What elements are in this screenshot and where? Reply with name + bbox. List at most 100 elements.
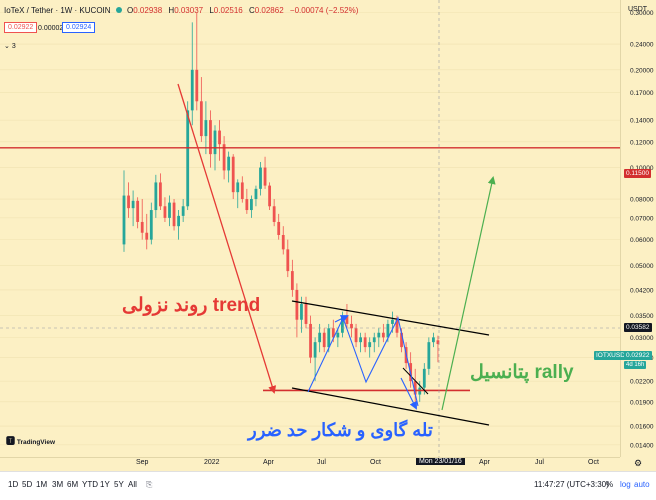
candle-body bbox=[254, 188, 258, 200]
candle-body bbox=[422, 368, 426, 388]
candle-body bbox=[295, 289, 299, 320]
range-ytd[interactable]: YTD bbox=[82, 480, 98, 489]
indicators-toggle[interactable]: ⌄ 3 bbox=[4, 42, 16, 50]
candle-body bbox=[263, 167, 267, 186]
candle-body bbox=[250, 199, 253, 211]
candle-body bbox=[286, 249, 290, 272]
candle-body bbox=[149, 210, 153, 240]
range-5y[interactable]: 5Y bbox=[114, 480, 124, 489]
crosshair-price-tag: 0.03582 bbox=[624, 323, 652, 332]
candle-body bbox=[177, 215, 180, 227]
sell-button[interactable]: 0.02922 bbox=[4, 22, 38, 33]
currency-label[interactable]: USDT bbox=[628, 6, 648, 13]
candle-body bbox=[290, 271, 294, 290]
pattern-zigzag bbox=[307, 316, 419, 407]
candle-body bbox=[227, 156, 231, 171]
range-all[interactable]: All bbox=[128, 480, 137, 489]
percent-toggle[interactable]: % bbox=[606, 480, 614, 489]
candle-body bbox=[213, 130, 217, 155]
tradingview-text: TradingView bbox=[16, 439, 55, 446]
candle-body bbox=[268, 185, 271, 207]
time-tick-oct: Oct bbox=[370, 459, 381, 466]
indicators-count: 3 bbox=[11, 43, 16, 50]
candle-body bbox=[322, 332, 326, 348]
candle-body bbox=[354, 328, 358, 343]
candle-body bbox=[436, 340, 440, 345]
range-3m[interactable]: 3M bbox=[52, 480, 64, 489]
candle-body bbox=[272, 206, 276, 222]
buy-button[interactable]: 0.02924 bbox=[62, 22, 96, 33]
ohlc-open: 0.02938 bbox=[133, 6, 163, 15]
time-tick-2022: 2022 bbox=[204, 459, 220, 466]
spread-value: 0.00002 bbox=[38, 25, 64, 32]
tradingview-icon: 🆃 bbox=[6, 436, 16, 446]
candle-body bbox=[427, 342, 431, 369]
candle-body bbox=[163, 206, 167, 218]
candle-body bbox=[381, 332, 385, 338]
ohlc-change: −0.00074 (−2.52%) bbox=[289, 6, 359, 15]
candle-body bbox=[181, 206, 185, 216]
candle-body bbox=[145, 232, 149, 240]
candle-body bbox=[236, 182, 240, 193]
candle-body bbox=[368, 342, 372, 348]
log-toggle[interactable]: log bbox=[620, 480, 631, 489]
candle-body bbox=[122, 195, 126, 245]
candle-body bbox=[304, 304, 308, 324]
candle-body bbox=[136, 200, 140, 222]
candle-body bbox=[341, 315, 344, 333]
price-axis[interactable] bbox=[620, 0, 656, 457]
symbol-name: IoTeX / Tether · 1W · KUCOIN bbox=[4, 6, 111, 15]
time-tick-jul-2: Jul bbox=[535, 459, 544, 466]
channel-upper-line bbox=[291, 300, 490, 336]
candle-body bbox=[209, 120, 212, 155]
candle-body bbox=[140, 221, 144, 233]
candle-body bbox=[195, 69, 199, 102]
range-5d[interactable]: 5D bbox=[22, 480, 33, 489]
candle-body bbox=[131, 200, 135, 209]
date-range-calendar-icon[interactable]: ⎘ bbox=[146, 480, 153, 489]
time-tick-sep: Sep bbox=[136, 459, 149, 466]
candle-body bbox=[363, 337, 367, 348]
clock-time[interactable]: 11:47:27 (UTC+3:30) bbox=[534, 480, 609, 489]
candle-body bbox=[218, 130, 221, 145]
candle-body bbox=[336, 332, 340, 338]
last-price-tag: 0.02922 bbox=[624, 351, 652, 360]
range-1y[interactable]: 1Y bbox=[100, 480, 110, 489]
candlestick-plot bbox=[0, 0, 620, 457]
candle-body bbox=[391, 319, 394, 324]
bottom-toolbar: 1D 5D 1M 3M 6M YTD 1Y 5Y All ⎘ 11:47:27 … bbox=[0, 471, 656, 500]
time-axis[interactable] bbox=[0, 457, 620, 472]
candle-body bbox=[222, 144, 226, 171]
time-tick-apr-2: Apr bbox=[479, 459, 490, 466]
rally-arrow bbox=[441, 176, 496, 411]
candle-body bbox=[172, 202, 176, 227]
ohlc-low-label: L bbox=[209, 6, 214, 15]
range-6m[interactable]: 6M bbox=[67, 480, 79, 489]
symbol-title[interactable]: IoTeX / Tether · 1W · KUCOIN O0.02938 H0… bbox=[4, 6, 358, 15]
candle-body bbox=[359, 337, 362, 343]
candle-body bbox=[199, 101, 203, 137]
candle-body bbox=[240, 182, 244, 200]
tradingview-logo[interactable]: 🆃 TradingView bbox=[6, 434, 55, 447]
channel-inner-line bbox=[402, 367, 429, 395]
candle-body bbox=[313, 342, 317, 358]
bar-countdown-tag: 4d 16h bbox=[624, 361, 647, 369]
time-tick-apr: Apr bbox=[263, 459, 274, 466]
range-1d[interactable]: 1D bbox=[8, 480, 19, 489]
range-1m[interactable]: 1M bbox=[36, 480, 48, 489]
ohlc-close: 0.02862 bbox=[254, 6, 284, 15]
ohlc-high-label: H bbox=[168, 6, 175, 15]
settings-gear-icon[interactable]: ⚙ bbox=[634, 458, 643, 468]
candle-body bbox=[300, 304, 303, 320]
candle-body bbox=[413, 381, 417, 395]
candle-body bbox=[281, 234, 285, 250]
candle-body bbox=[168, 202, 171, 218]
auto-toggle[interactable]: auto bbox=[634, 480, 650, 489]
ohlc-low: 0.02516 bbox=[213, 6, 243, 15]
candle-body bbox=[318, 332, 322, 343]
candle-body bbox=[331, 328, 335, 338]
candle-body bbox=[277, 221, 281, 235]
candle-body bbox=[400, 332, 403, 348]
crosshair-date-tag: Mon 23/01/16 bbox=[416, 458, 465, 465]
candle-body bbox=[432, 337, 435, 343]
